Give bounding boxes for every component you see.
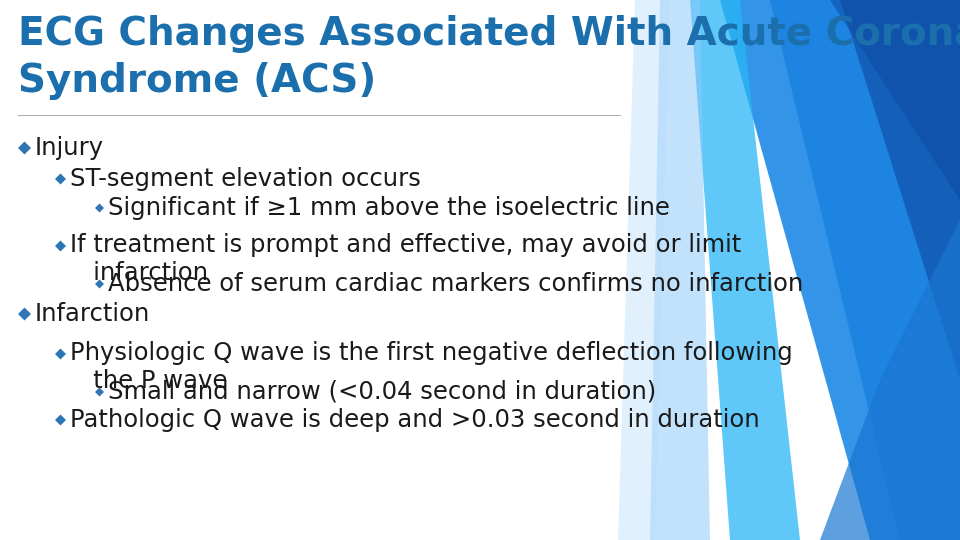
Text: Pathologic Q wave is deep and >0.03 second in duration: Pathologic Q wave is deep and >0.03 seco… xyxy=(70,408,759,432)
Polygon shape xyxy=(690,0,800,540)
Text: ECG Changes Associated With Acute Coronary: ECG Changes Associated With Acute Corona… xyxy=(18,15,960,53)
Polygon shape xyxy=(55,348,66,360)
Polygon shape xyxy=(770,0,960,540)
Text: Infarction: Infarction xyxy=(35,302,151,326)
Polygon shape xyxy=(95,388,104,396)
Polygon shape xyxy=(55,415,66,426)
Polygon shape xyxy=(650,0,710,540)
Polygon shape xyxy=(95,204,104,213)
Text: Small and narrow (<0.04 second in duration): Small and narrow (<0.04 second in durati… xyxy=(108,380,657,404)
Text: ST-segment elevation occurs: ST-segment elevation occurs xyxy=(70,167,420,191)
Polygon shape xyxy=(820,220,960,540)
Polygon shape xyxy=(840,0,960,380)
Polygon shape xyxy=(95,280,104,288)
Polygon shape xyxy=(55,173,66,185)
Polygon shape xyxy=(18,141,31,154)
Text: Significant if ≥1 mm above the isoelectric line: Significant if ≥1 mm above the isoelectr… xyxy=(108,196,670,220)
Text: Absence of serum cardiac markers confirms no infarction: Absence of serum cardiac markers confirm… xyxy=(108,272,804,296)
Text: If treatment is prompt and effective, may avoid or limit
   infarction: If treatment is prompt and effective, ma… xyxy=(70,233,741,285)
Text: Physiologic Q wave is the first negative deflection following
   the P wave: Physiologic Q wave is the first negative… xyxy=(70,341,793,393)
Polygon shape xyxy=(18,307,31,321)
Polygon shape xyxy=(720,0,960,540)
Polygon shape xyxy=(618,0,670,540)
Text: Syndrome (ACS): Syndrome (ACS) xyxy=(18,62,376,100)
Text: Injury: Injury xyxy=(35,136,104,160)
Polygon shape xyxy=(55,240,66,252)
